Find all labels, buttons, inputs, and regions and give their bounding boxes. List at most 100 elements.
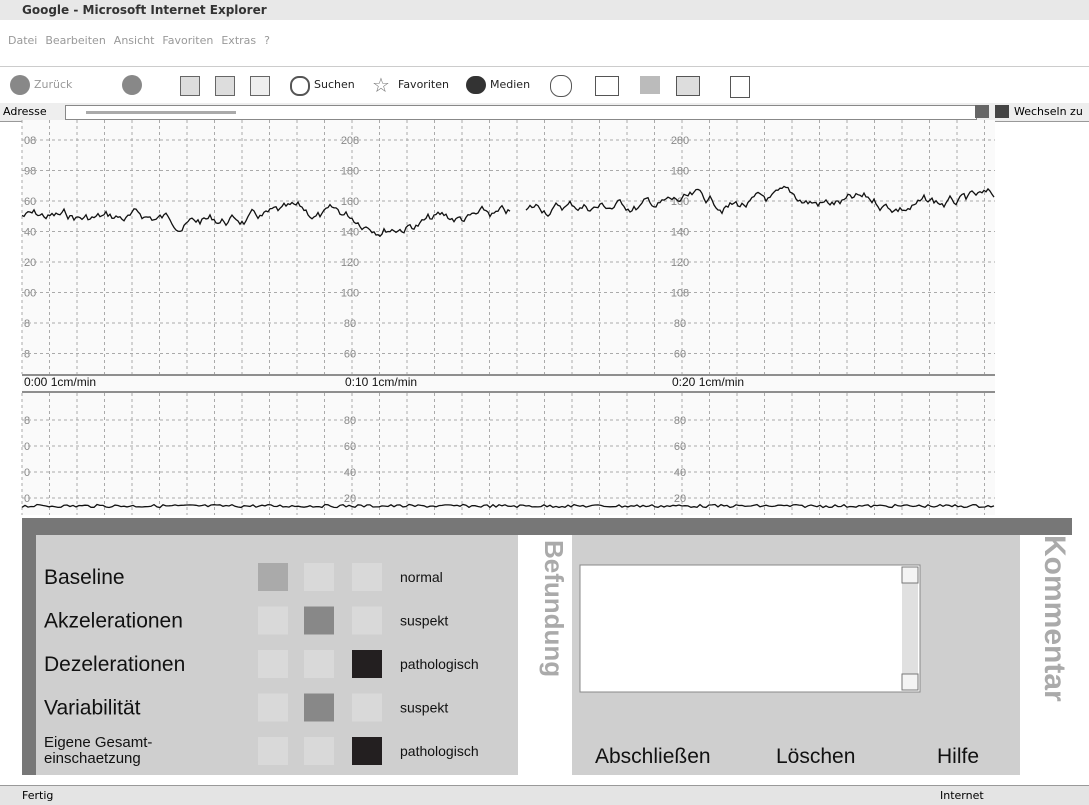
axis-label: 20: [24, 257, 36, 269]
comment-title: Kommentar: [1038, 535, 1071, 702]
rating-box[interactable]: [352, 607, 382, 635]
axis-label: 60: [24, 196, 36, 208]
axis-label: 80: [674, 318, 686, 330]
axis-label: 80: [344, 415, 356, 427]
search-button[interactable]: Suchen: [314, 78, 355, 91]
content: Befundung Kommentar 08986040200088208180…: [0, 120, 1089, 784]
time-label: 0:20 1cm/min: [672, 375, 744, 389]
note-icon[interactable]: [730, 76, 750, 98]
mail-icon[interactable]: [595, 76, 619, 96]
status-bar: Fertig Internet: [0, 785, 1089, 805]
address-field[interactable]: [65, 105, 977, 120]
row-label: Akzelerationen: [44, 610, 183, 633]
print-icon[interactable]: [640, 76, 660, 94]
axis-label: 160: [341, 196, 359, 208]
row-result: suspekt: [400, 613, 448, 629]
assessment-title: Befundung: [539, 540, 569, 677]
axis-label: 180: [341, 166, 359, 178]
axis-label: 40: [24, 227, 36, 239]
ctg-background: [22, 120, 995, 515]
media-icon[interactable]: [466, 76, 486, 94]
axis-label: 40: [344, 467, 356, 479]
axis-label: 140: [671, 227, 689, 239]
axis-label: 60: [344, 349, 356, 361]
menu-item[interactable]: Datei: [8, 34, 37, 47]
button[interactable]: Abschließen: [595, 745, 711, 768]
row-label-line: einschaetzung: [44, 750, 141, 767]
axis-label: 80: [674, 415, 686, 427]
status-text: Fertig: [22, 789, 53, 802]
scroll-up[interactable]: [902, 567, 918, 583]
axis-label: 80: [344, 318, 356, 330]
rating-box[interactable]: [258, 694, 288, 722]
scrollbar[interactable]: [902, 567, 918, 690]
back-icon[interactable]: [10, 75, 30, 95]
axis-label: 0: [24, 493, 30, 505]
axis-label: 8: [24, 349, 30, 361]
rating-box[interactable]: [258, 737, 288, 765]
rating-box[interactable]: [304, 737, 334, 765]
axis-label: 40: [674, 467, 686, 479]
rating-box[interactable]: [304, 563, 334, 591]
rating-box[interactable]: [352, 694, 382, 722]
comment-textarea[interactable]: [580, 565, 920, 692]
refresh-icon[interactable]: [215, 76, 235, 96]
row-label: Dezelerationen: [44, 653, 185, 676]
button[interactable]: Hilfe: [937, 745, 979, 768]
row-result: normal: [400, 569, 443, 585]
edit-icon[interactable]: [676, 76, 700, 96]
axis-label: 208: [341, 135, 359, 147]
axis-label: 108: [671, 288, 689, 300]
menu-item[interactable]: Bearbeiten: [45, 34, 105, 47]
axis-label: 180: [671, 166, 689, 178]
media-button[interactable]: Medien: [490, 78, 530, 91]
rating-box[interactable]: [304, 694, 334, 722]
axis-label: 120: [671, 257, 689, 269]
go-icon[interactable]: [995, 105, 1009, 118]
window-title: Google - Microsoft Internet Explorer: [22, 3, 267, 17]
page: Google - Microsoft Internet Explorer Dat…: [0, 0, 1089, 804]
menu-item[interactable]: ?: [264, 34, 270, 47]
rating-box[interactable]: [258, 607, 288, 635]
axis-label: 00: [24, 288, 36, 300]
axis-label: 98: [24, 166, 36, 178]
menu-item[interactable]: Favoriten: [162, 34, 213, 47]
rating-box[interactable]: [352, 563, 382, 591]
button[interactable]: Löschen: [776, 745, 855, 768]
forward-icon[interactable]: [122, 75, 142, 95]
row-label: Baseline: [44, 566, 125, 589]
axis-label: 0: [24, 441, 30, 453]
row-label-line: Eigene Gesamt-: [44, 734, 152, 751]
axis-label: 0: [24, 467, 30, 479]
time-label: 0:10 1cm/min: [345, 375, 417, 389]
rating-box[interactable]: [258, 563, 288, 591]
history-icon[interactable]: [550, 75, 572, 97]
rating-box[interactable]: [304, 607, 334, 635]
axis-label: 60: [344, 441, 356, 453]
stop-icon[interactable]: [180, 76, 200, 96]
search-icon[interactable]: [290, 76, 310, 96]
address-label: Adresse: [3, 105, 47, 118]
scroll-down[interactable]: [902, 674, 918, 690]
go-button[interactable]: Wechseln zu: [1014, 103, 1083, 121]
favorites-button[interactable]: Favoriten: [398, 78, 449, 91]
favorites-icon[interactable]: ☆: [372, 73, 390, 97]
back-button[interactable]: Zurück: [34, 78, 72, 91]
axis-label: 08: [24, 135, 36, 147]
divider-bar: [22, 518, 1072, 535]
rating-box[interactable]: [304, 650, 334, 678]
zone-text: Internet: [940, 786, 984, 805]
rating-box[interactable]: [352, 737, 382, 765]
blurred-url: [86, 111, 236, 114]
home-icon[interactable]: [250, 76, 270, 96]
rating-box[interactable]: [352, 650, 382, 678]
menu-item[interactable]: Ansicht: [114, 34, 155, 47]
axis-label: 20: [674, 493, 686, 505]
dropdown[interactable]: [975, 105, 989, 118]
rating-box[interactable]: [258, 650, 288, 678]
menu-item[interactable]: Extras: [221, 34, 256, 47]
row-label: Eigene Gesamt-einschaetzung: [44, 734, 152, 767]
axis-label: 8: [24, 415, 30, 427]
row-result: pathologisch: [400, 743, 479, 759]
time-label: 0:00 1cm/min: [24, 375, 96, 389]
